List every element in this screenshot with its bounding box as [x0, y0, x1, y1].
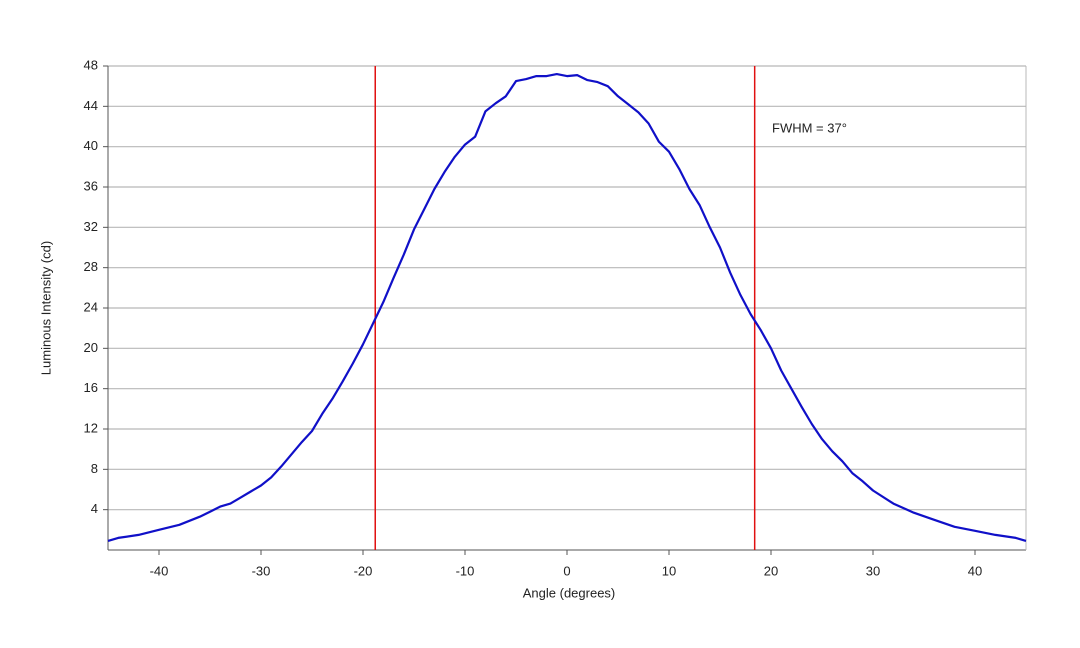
y-tick-label: 24 [84, 299, 98, 314]
y-tick-label: 44 [84, 98, 98, 113]
x-tick-label: 20 [764, 563, 778, 578]
x-tick-label: 10 [662, 563, 676, 578]
x-tick-label: -20 [354, 563, 373, 578]
y-tick-label: 8 [91, 461, 98, 476]
x-tick-label: -30 [252, 563, 271, 578]
x-axis-label: Angle (degrees) [523, 585, 616, 600]
y-tick-label: 28 [84, 259, 98, 274]
y-tick-label: 16 [84, 380, 98, 395]
x-tick-label: -40 [150, 563, 169, 578]
x-tick-label: 40 [968, 563, 982, 578]
y-tick-label: 32 [84, 219, 98, 234]
y-tick-label: 40 [84, 138, 98, 153]
x-tick-label: -10 [456, 563, 475, 578]
data-line [107, 73, 1027, 542]
x-tick-label: 30 [866, 563, 880, 578]
y-tick-label: 4 [91, 501, 98, 516]
y-tick-label: 12 [84, 420, 98, 435]
y-tick-label: 48 [84, 57, 98, 72]
annotation: FWHM = 37° [772, 120, 847, 135]
y-axis-label: Luminous Intensity (cd) [38, 241, 53, 375]
x-tick-label: 0 [563, 563, 570, 578]
y-tick-label: 20 [84, 340, 98, 355]
y-tick-label: 36 [84, 178, 98, 193]
